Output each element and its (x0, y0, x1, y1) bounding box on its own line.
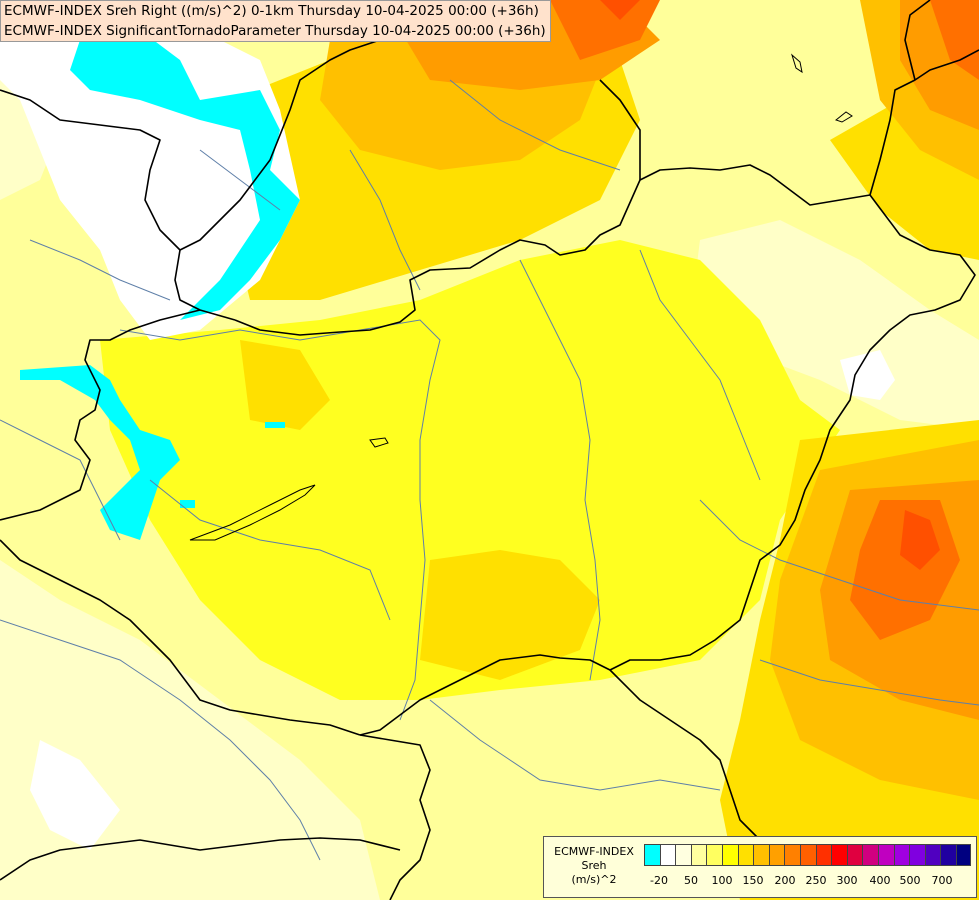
legend-swatch (737, 844, 754, 866)
legend-tick-label: 150 (742, 874, 764, 887)
legend-tick-label: -20 (650, 874, 668, 887)
legend-swatch (893, 844, 910, 866)
legend-swatches (644, 844, 972, 866)
legend-swatch (909, 844, 925, 866)
legend-swatch (644, 844, 660, 866)
legend-swatch (799, 844, 816, 866)
cyan-areas (20, 30, 300, 540)
legend-title: ECMWF-INDEX Sreh (m/s)^2 (546, 845, 642, 887)
legend-swatch (706, 844, 722, 866)
title-line-2: ECMWF-INDEX SignificantTornadoParameter … (4, 23, 546, 39)
legend-tick-label: 300 (836, 874, 858, 887)
legend-ticks: -20 50 100 150 200 250 300 400 500 700 (644, 874, 974, 890)
legend-tick-label: 200 (774, 874, 796, 887)
legend-swatch (768, 844, 785, 866)
legend-swatch (846, 844, 863, 866)
legend-swatch (815, 844, 832, 866)
legend-swatch (784, 844, 800, 866)
legend-title-line-1: ECMWF-INDEX (554, 845, 634, 858)
legend-tick-label: 500 (899, 874, 921, 887)
legend-swatch (690, 844, 707, 866)
legend-swatch (721, 844, 738, 866)
title-line-1: ECMWF-INDEX Sreh Right ((m/s)^2) 0-1km T… (4, 3, 539, 19)
legend-swatch (862, 844, 878, 866)
map-title: ECMWF-INDEX Sreh Right ((m/s)^2) 0-1km T… (0, 0, 551, 42)
legend-tick-label: 250 (805, 874, 827, 887)
legend-tick-label: 50 (684, 874, 698, 887)
rivers (0, 79, 979, 861)
legend-tick-label: 400 (869, 874, 891, 887)
legend-title-line-2: Sreh (581, 859, 607, 872)
legend-swatch (659, 844, 676, 866)
legend-swatch (831, 844, 847, 866)
color-legend: ECMWF-INDEX Sreh (m/s)^2 -20 50 100 150 200 2… (543, 836, 977, 898)
lakes (189, 53, 853, 541)
legend-swatch (675, 844, 691, 866)
legend-swatch (924, 844, 941, 866)
red-orange-areas (600, 0, 940, 570)
legend-swatch (940, 844, 956, 866)
legend-tick-label: 100 (711, 874, 733, 887)
legend-tick-label: 700 (931, 874, 953, 887)
legend-swatch (877, 844, 894, 866)
legend-title-line-3: (m/s)^2 (571, 873, 617, 886)
legend-swatch (753, 844, 769, 866)
legend-swatch (955, 844, 972, 866)
